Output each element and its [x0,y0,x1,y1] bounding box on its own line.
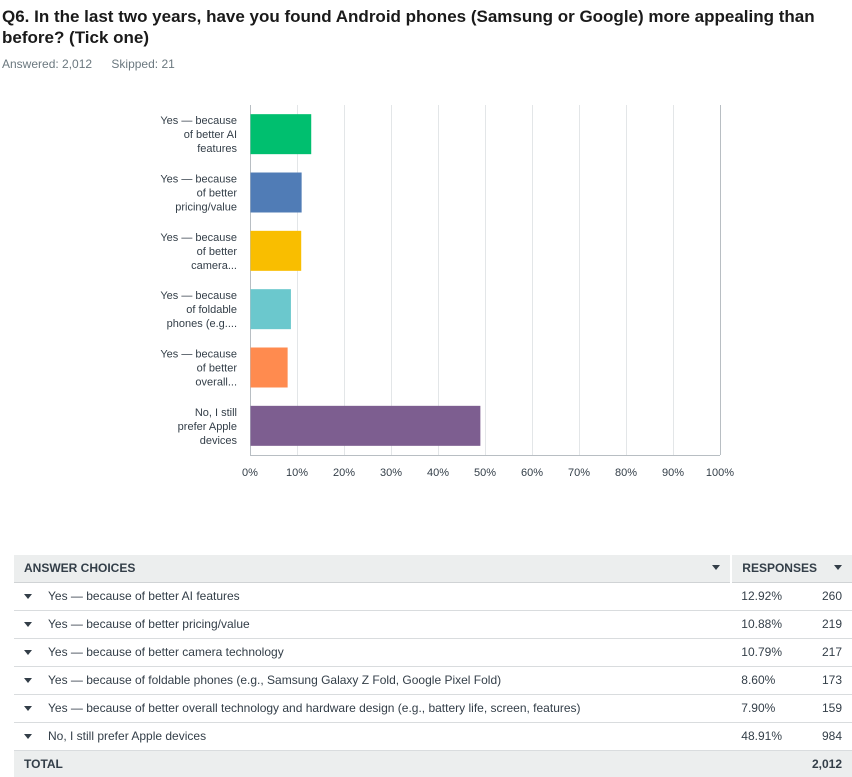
percent-cell: 7.90% [731,694,792,723]
table-row: Yes — because of better overall technolo… [14,694,852,723]
bar[interactable] [250,230,302,271]
category-label-line: pricing/value [175,202,237,214]
table-row: Yes — because of better pricing/value 10… [14,610,852,639]
answered-count: Answered: 2,012 [2,57,93,71]
answer-table: ANSWER CHOICES RESPONSES Yes — because o… [14,555,852,777]
sort-caret-icon[interactable] [834,565,842,571]
category-label-line: of better [197,246,238,258]
choice-cell: Yes — because of better pricing/value [14,610,732,639]
question-title: Q6. In the last two years, have you foun… [2,7,815,47]
expand-caret-icon[interactable] [24,678,32,684]
x-tick-label: 10% [286,467,308,479]
choice-text: Yes — because of better overall technolo… [48,701,581,715]
category-label: Yes — because of better camera... [160,232,237,272]
sort-caret-icon[interactable] [712,565,721,571]
category-label: Yes — because of better AI features [160,115,237,155]
table-row: No, I still prefer Apple devices 48.91% … [14,722,852,751]
x-tick-label: 100% [706,467,734,479]
total-count: 2,012 [792,750,852,777]
bar[interactable] [250,289,291,330]
table-row: Yes — because of foldable phones (e.g., … [14,666,852,695]
choice-text: Yes — because of better camera technolog… [48,645,284,659]
category-label-line: Yes — because [160,115,237,127]
x-tick-label: 80% [615,467,637,479]
count-cell: 173 [792,666,852,695]
tick-label-layer: 0% 10% 20% 30% 40% 50% 60% 70% 80% 90% 100% [242,467,734,479]
count-cell: 984 [792,722,852,751]
choice-text: Yes — because of better pricing/value [48,617,250,631]
expand-caret-icon[interactable] [24,594,32,600]
choice-cell: Yes — because of foldable phones (e.g., … [14,666,732,695]
count-cell: 217 [792,638,852,667]
choice-cell: No, I still prefer Apple devices [14,722,732,751]
category-label-line: camera... [191,260,237,272]
x-tick-label: 30% [380,467,402,479]
expand-caret-icon[interactable] [24,622,32,628]
response-stats: Answered: 2,012 Skipped: 21 [2,57,175,71]
total-row: TOTAL 2,012 [14,750,852,777]
x-tick-label: 20% [333,467,355,479]
choice-cell: Yes — because of better camera technolog… [14,638,732,667]
category-label-line: Yes — because [160,232,237,244]
count-cell: 159 [792,694,852,723]
category-label-line: phones (e.g.... [167,318,237,330]
bar[interactable] [250,405,481,446]
expand-caret-icon[interactable] [24,650,32,656]
category-label: Yes — because of better overall... [160,349,237,389]
percent-cell: 12.92% [731,582,792,611]
category-label-line: overall... [195,377,237,389]
count-cell: 260 [792,582,852,611]
category-label-line: of foldable [186,304,237,316]
category-label-line: features [197,143,237,155]
bar-layer [250,114,481,446]
choice-text: Yes — because of better AI features [48,589,240,603]
grid-layer [250,105,721,456]
category-label: No, I still prefer Apple devices [178,407,238,447]
responses-header-label: RESPONSES [742,561,817,576]
choice-cell: Yes — because of better overall technolo… [14,694,732,723]
category-label-line: Yes — because [160,349,237,361]
category-label: Yes — because of foldable phones (e.g.... [160,290,237,330]
bar[interactable] [250,172,302,213]
category-label-line: devices [200,435,238,447]
percent-cell: 10.88% [731,610,792,639]
percent-cell: 10.79% [731,638,792,667]
skipped-count: Skipped: 21 [111,57,175,71]
choice-cell: Yes — because of better AI features [14,582,732,611]
percent-cell: 8.60% [731,666,792,695]
total-label: TOTAL [14,750,732,777]
answer-choices-header-label: ANSWER CHOICES [24,561,136,576]
category-label-line: of better [197,363,238,375]
table-row: Yes — because of better camera technolog… [14,638,852,667]
expand-caret-icon[interactable] [24,734,32,740]
category-label-line: Yes — because [160,290,237,302]
choice-text: No, I still prefer Apple devices [48,729,207,743]
x-tick-label: 90% [662,467,684,479]
table-row: Yes — because of better AI features 12.9… [14,582,852,611]
responses-header[interactable]: RESPONSES [730,555,852,583]
bar[interactable] [250,114,312,155]
count-cell: 219 [792,610,852,639]
bar[interactable] [250,347,288,388]
category-label-line: of better AI [184,129,237,141]
x-tick-label: 70% [568,467,590,479]
x-tick-label: 50% [474,467,496,479]
percent-cell: 48.91% [731,722,792,751]
expand-caret-icon[interactable] [24,706,32,712]
x-tick-label: 40% [427,467,449,479]
category-label-line: No, I still [195,407,237,419]
category-label-line: Yes — because [160,174,237,186]
table-header-row: ANSWER CHOICES RESPONSES [14,555,852,583]
answer-choices-header[interactable]: ANSWER CHOICES [14,555,732,583]
x-tick-label: 0% [242,467,258,479]
category-label-line: of better [197,188,238,200]
category-label-line: prefer Apple [178,421,237,433]
choice-text: Yes — because of foldable phones (e.g., … [48,673,502,687]
category-label: Yes — because of better pricing/value [160,174,237,214]
x-tick-label: 60% [521,467,543,479]
total-spacer [731,750,792,777]
